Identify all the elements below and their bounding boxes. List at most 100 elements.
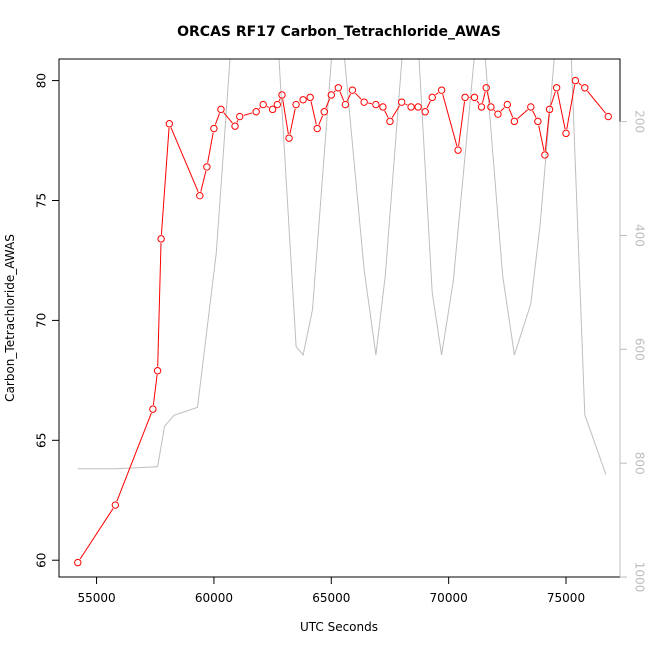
primary-series-segment	[368, 102, 372, 105]
primary-series-segment	[442, 94, 458, 147]
primary-data-point	[541, 151, 549, 159]
primary-data-point	[477, 103, 486, 111]
primary-data-point	[421, 108, 429, 116]
primary-series-segment	[486, 91, 491, 104]
primary-data-point	[562, 129, 570, 138]
primary-series-segment	[160, 127, 170, 235]
primary-series-segment	[550, 91, 556, 106]
primary-data-point	[334, 84, 343, 92]
primary-data-point	[285, 134, 293, 142]
primary-series-segment	[426, 100, 431, 109]
primary-series-segment	[200, 170, 207, 192]
primary-data-point	[306, 93, 314, 102]
primary-series-segment	[538, 125, 545, 151]
primary-data-point	[273, 100, 281, 109]
primary-data-point	[604, 112, 612, 121]
primary-series-segment	[500, 107, 505, 112]
primary-data-point	[552, 84, 561, 92]
y2-tick-label: 200	[633, 110, 647, 133]
primary-data-point	[386, 117, 394, 126]
primary-series-segment	[508, 108, 514, 118]
secondary-series-layer	[77, 59, 607, 475]
primary-series-segment	[310, 101, 317, 125]
primary-data-point	[503, 100, 512, 109]
primary-series-segment	[476, 100, 480, 104]
primary-data-point	[278, 91, 286, 99]
primary-data-point	[157, 235, 165, 243]
primary-data-point	[414, 103, 422, 111]
primary-series-segment	[116, 412, 152, 502]
primary-data-point	[360, 98, 368, 106]
primary-data-point	[320, 108, 328, 116]
primary-series-segment	[236, 120, 239, 123]
plot-frame	[58, 58, 621, 578]
primary-data-point	[149, 405, 157, 413]
primary-series-segment	[517, 109, 528, 119]
primary-series-segment	[318, 115, 324, 125]
primary-data-point	[313, 124, 321, 133]
primary-series-segment	[223, 112, 233, 124]
y2-tick-label: 400	[633, 224, 647, 247]
primary-data-point	[454, 146, 462, 154]
primary-series-segment	[79, 508, 114, 560]
primary-data-point	[581, 84, 589, 92]
x-tick-label: 70000	[430, 591, 468, 605]
primary-series-segment	[482, 91, 486, 104]
primary-data-point	[348, 86, 357, 94]
primary-series-segment	[435, 92, 439, 96]
y2-tick-label: 600	[633, 338, 647, 361]
primary-data-point	[428, 93, 436, 102]
primary-series-segment	[532, 110, 537, 118]
x-tick-label: 75000	[547, 591, 585, 605]
primary-series-layer	[74, 76, 612, 567]
primary-series-segment	[339, 91, 345, 101]
primary-data-point	[292, 100, 300, 109]
primary-data-point	[571, 76, 580, 85]
primary-data-point	[203, 163, 211, 171]
primary-series-segment	[282, 99, 289, 135]
primary-series-segment	[566, 84, 576, 130]
y-tick-label: 65	[35, 433, 49, 448]
x-tick-label: 60000	[195, 591, 233, 605]
primary-series-segment	[207, 132, 214, 163]
y-tick-label: 75	[35, 193, 49, 208]
primary-series-segment	[278, 98, 281, 102]
primary-series-segment	[152, 374, 158, 406]
primary-data-point	[437, 86, 446, 94]
primary-series-segment	[346, 93, 352, 102]
primary-series-segment	[258, 107, 261, 110]
primary-data-point	[217, 105, 225, 114]
primary-series-segment	[266, 106, 270, 108]
primary-series-segment	[157, 243, 162, 367]
primary-series-segment	[458, 101, 466, 147]
y-axis: 60 65 70 75 80	[35, 73, 60, 568]
primary-data-point	[372, 100, 380, 109]
primary-data-point	[461, 93, 469, 102]
primary-data-point	[236, 112, 244, 121]
primary-data-point	[153, 367, 162, 375]
primary-data-point	[470, 93, 479, 102]
x-axis-label: UTC Seconds	[300, 620, 378, 634]
primary-data-point	[487, 103, 495, 111]
primary-data-point	[210, 124, 218, 133]
secondary-series-line	[77, 59, 607, 475]
primary-series-segment	[325, 98, 331, 109]
chart-title: ORCAS RF17 Carbon_Tetrachloride_AWAS	[177, 24, 501, 40]
primary-data-point	[327, 91, 335, 99]
primary-data-point	[527, 103, 535, 111]
y-tick-label: 60	[35, 553, 49, 568]
x-tick-label: 55000	[77, 591, 115, 605]
primary-data-point	[510, 117, 519, 126]
x-tick-label: 65000	[312, 591, 350, 605]
primary-data-point	[545, 105, 554, 114]
primary-series-segment	[578, 82, 582, 86]
primary-series-segment	[333, 90, 336, 93]
primary-data-point	[379, 103, 387, 111]
primary-data-point	[482, 84, 490, 92]
primary-data-point	[74, 558, 82, 567]
primary-data-point	[398, 98, 406, 106]
primary-data-point	[111, 501, 120, 509]
y-tick-label: 70	[35, 313, 49, 328]
primary-data-point	[165, 120, 174, 128]
